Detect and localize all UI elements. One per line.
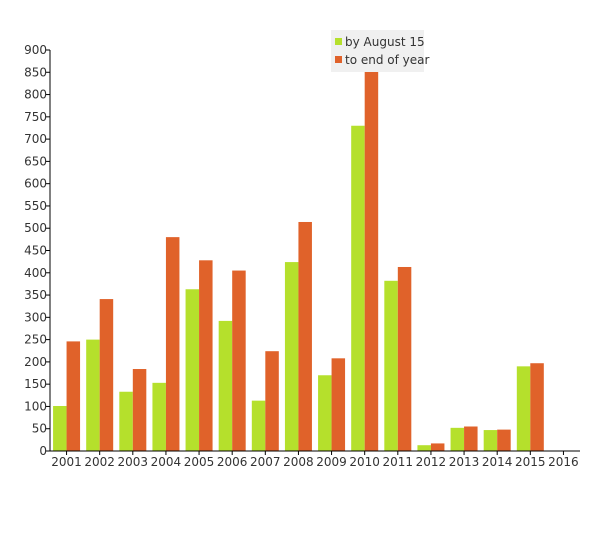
x-tick-label: 2013 <box>449 455 480 469</box>
x-tick-label: 2012 <box>416 455 447 469</box>
axes-layer <box>49 50 580 452</box>
bar-by-august-15-2010 <box>351 125 365 451</box>
x-tick-label: 2010 <box>349 455 380 469</box>
x-tick-label: 2014 <box>482 455 513 469</box>
bar-by-august-15-2002 <box>86 339 100 451</box>
x-tick-label: 2004 <box>151 455 182 469</box>
bar-to-end-of-year-2010 <box>364 70 379 452</box>
bar-to-end-of-year-2005 <box>199 260 213 451</box>
legend-swatch-1 <box>335 56 342 63</box>
x-tick-label: 2008 <box>283 455 314 469</box>
bars-layer <box>53 70 544 452</box>
x-tick-label: 2002 <box>84 455 115 469</box>
bar-by-august-15-2005 <box>185 289 200 451</box>
y-tick-label: 850 <box>24 65 47 79</box>
bar-by-august-15-2008 <box>284 262 299 451</box>
x-tick-label: 2005 <box>184 455 215 469</box>
y-tick-label: 350 <box>24 288 47 302</box>
x-tick-label: 2011 <box>383 455 414 469</box>
bar-to-end-of-year-2015 <box>530 363 544 451</box>
y-tick-label: 450 <box>24 244 47 258</box>
bar-to-end-of-year-2014 <box>497 429 511 451</box>
bar-to-end-of-year-2009 <box>331 358 346 451</box>
y-tick-label: 250 <box>24 333 47 347</box>
x-tick-label: 2006 <box>217 455 248 469</box>
bar-by-august-15-2009 <box>318 375 332 451</box>
legend-swatch-0 <box>335 38 342 45</box>
y-tick-label: 800 <box>24 88 47 102</box>
legend-label-1: to end of year <box>345 53 430 67</box>
bar-to-end-of-year-2011 <box>397 266 412 451</box>
bar-to-end-of-year-2004 <box>165 237 180 451</box>
bar-to-end-of-year-2001 <box>66 341 81 451</box>
bar-by-august-15-2012 <box>417 445 431 451</box>
bar-by-august-15-2015 <box>516 366 531 451</box>
bar-by-august-15-2001 <box>53 405 67 451</box>
bar-to-end-of-year-2002 <box>99 299 114 451</box>
y-tick-label: 750 <box>24 110 47 124</box>
bar-by-august-15-2004 <box>152 382 166 451</box>
y-tick-label: 200 <box>24 355 47 369</box>
legend-background <box>331 30 424 72</box>
bar-to-end-of-year-2008 <box>298 221 312 451</box>
bar-to-end-of-year-2012 <box>430 443 445 451</box>
y-tick-label: 400 <box>24 266 47 280</box>
x-tick-label: 2007 <box>250 455 281 469</box>
bar-to-end-of-year-2003 <box>132 369 147 451</box>
bar-by-august-15-2006 <box>218 320 233 451</box>
y-tick-label: 900 <box>24 43 47 57</box>
y-tick-label: 650 <box>24 154 47 168</box>
y-ticks: 0 50 100 150 200 250 300 350 400 450 500 550 600 650 7… <box>24 43 50 458</box>
y-tick-label: 50 <box>32 422 47 436</box>
bar-by-august-15-2011 <box>384 280 398 451</box>
y-tick-label: 700 <box>24 132 47 146</box>
x-tick-label: 2009 <box>316 455 347 469</box>
legend-label-0: by August 15 <box>345 35 425 49</box>
x-tick-label: 2016 <box>548 455 579 469</box>
y-tick-label: 0 <box>39 444 47 458</box>
x-tick-label: 2001 <box>51 455 82 469</box>
x-tick-label: 2015 <box>515 455 546 469</box>
bar-by-august-15-2003 <box>119 391 133 451</box>
bar-by-august-15-2014 <box>483 430 498 451</box>
bar-to-end-of-year-2013 <box>464 426 478 451</box>
y-tick-label: 300 <box>24 310 47 324</box>
bar-to-end-of-year-2007 <box>265 351 279 451</box>
y-tick-label: 550 <box>24 199 47 213</box>
y-tick-label: 100 <box>24 399 47 413</box>
bar-by-august-15-2007 <box>251 400 266 451</box>
legend: by August 15 to end of year <box>331 30 430 72</box>
x-tick-label: 2003 <box>118 455 149 469</box>
y-tick-label: 600 <box>24 177 47 191</box>
bar-to-end-of-year-2006 <box>232 270 246 451</box>
x-ticks: 2001 2002 2003 2004 2005 2006 2007 2008 2009 2010… <box>51 451 579 469</box>
bar-by-august-15-2013 <box>450 427 465 451</box>
y-tick-label: 150 <box>24 377 47 391</box>
y-tick-label: 500 <box>24 221 47 235</box>
